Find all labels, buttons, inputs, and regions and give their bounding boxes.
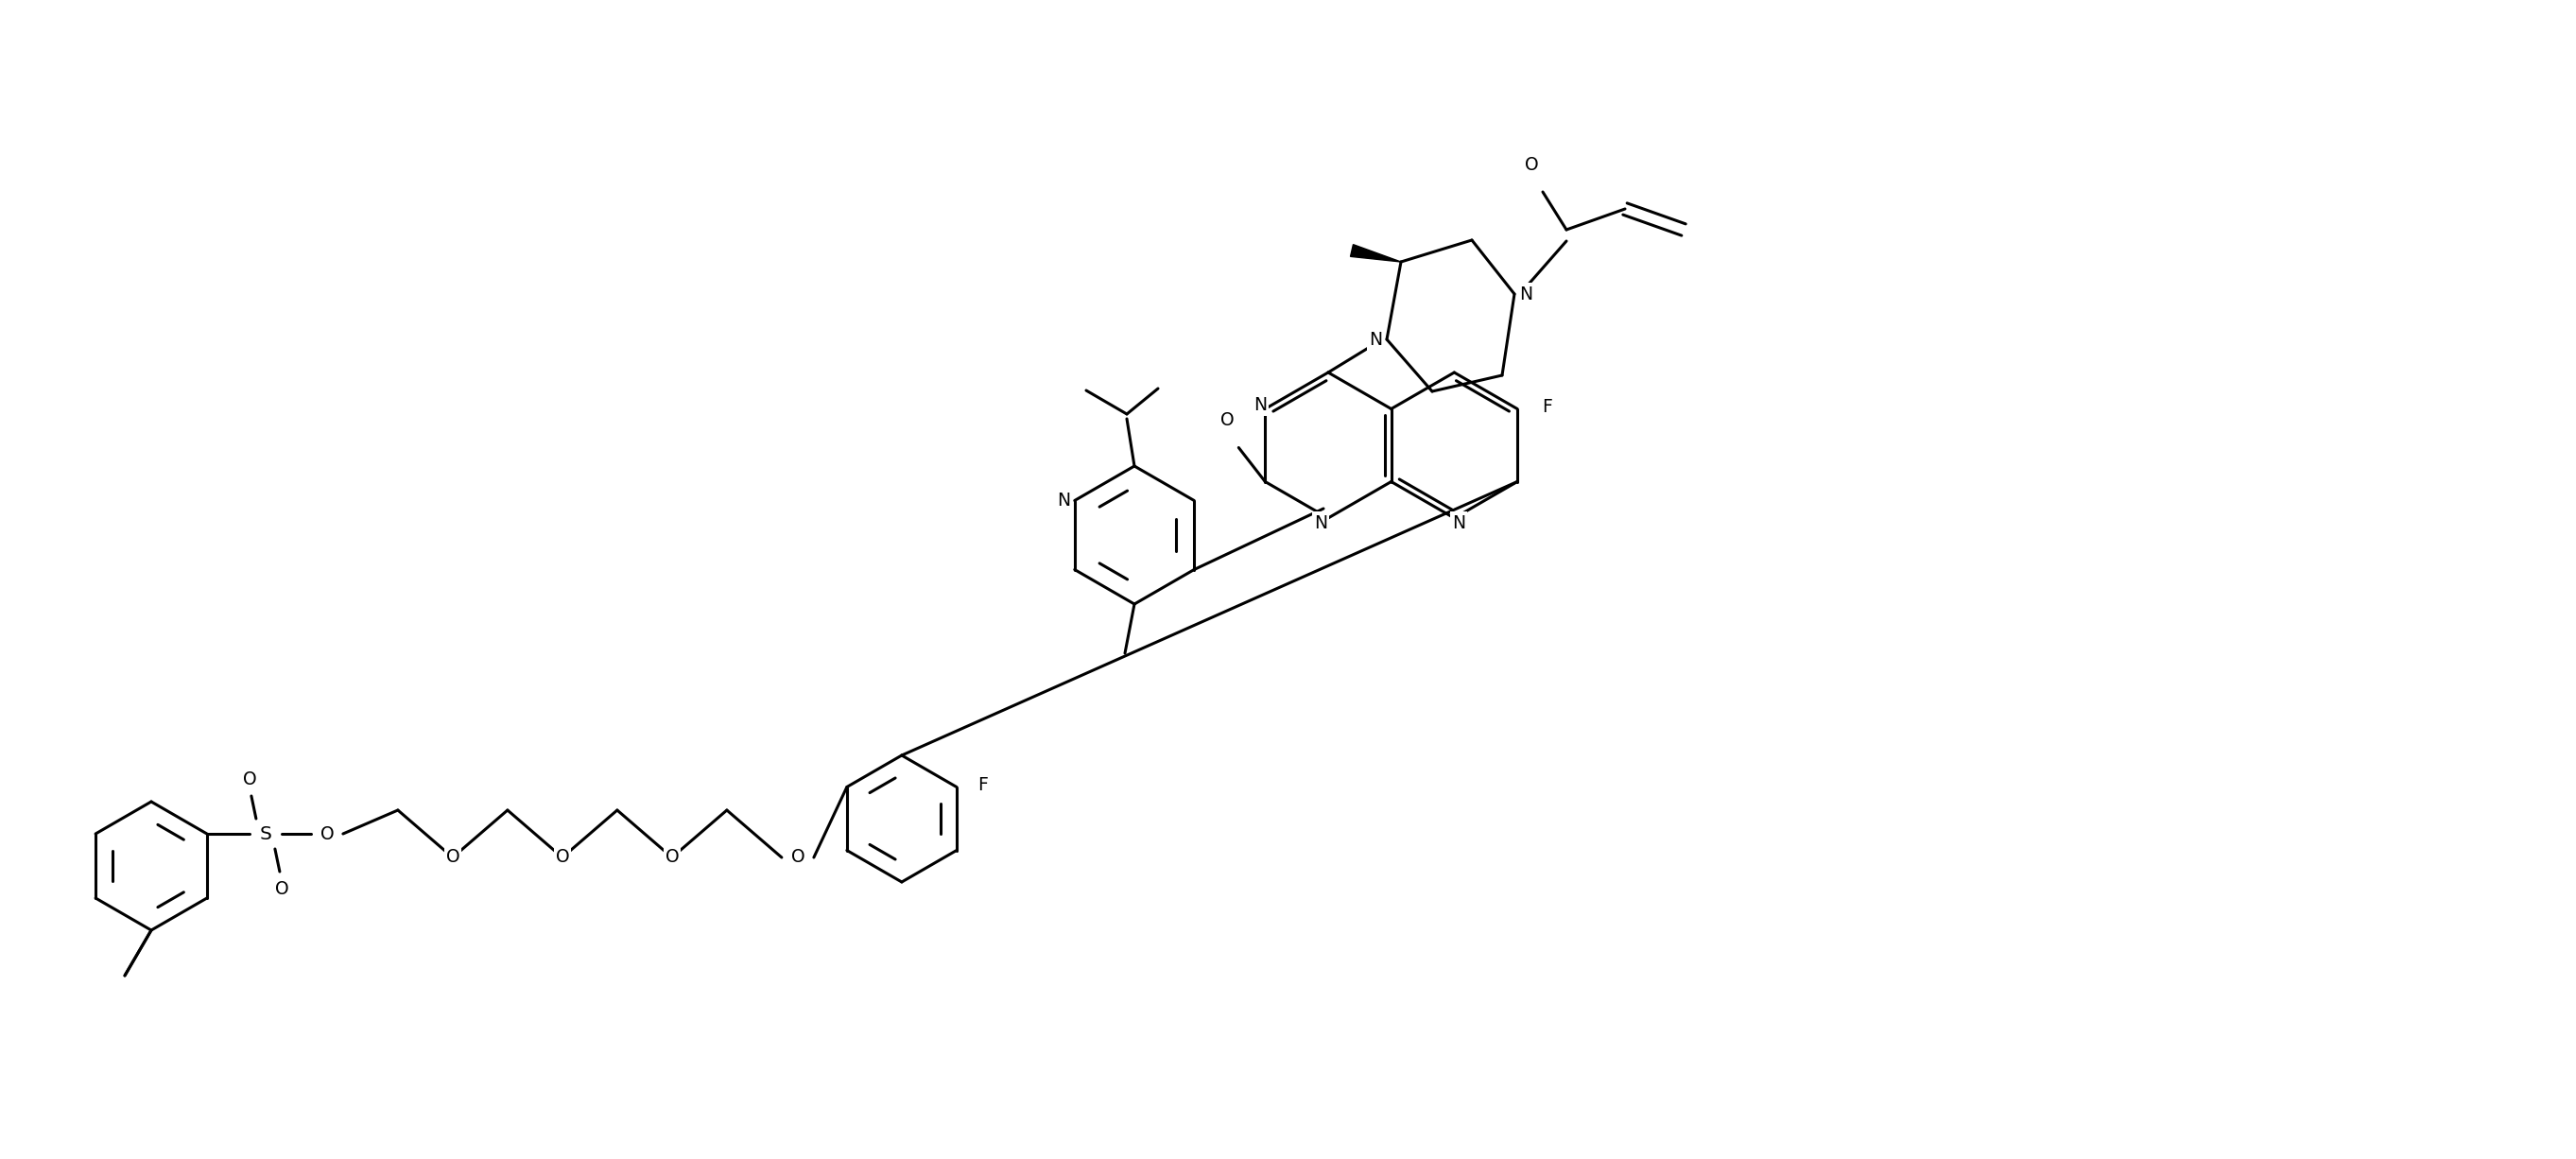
Text: F: F	[1543, 398, 1553, 416]
Text: O: O	[446, 848, 459, 867]
Text: O: O	[276, 880, 289, 897]
Text: N: N	[1368, 330, 1383, 349]
Text: O: O	[791, 848, 804, 867]
Text: N: N	[1453, 513, 1466, 532]
Text: S: S	[260, 825, 270, 843]
Text: O: O	[1525, 155, 1538, 174]
Text: N: N	[1314, 513, 1327, 532]
Polygon shape	[1350, 245, 1401, 262]
Text: N: N	[1255, 396, 1267, 414]
Text: N: N	[1520, 285, 1533, 302]
Text: O: O	[1221, 411, 1234, 429]
Text: N: N	[1056, 491, 1069, 510]
Text: O: O	[319, 825, 335, 843]
Text: O: O	[665, 848, 680, 867]
Text: O: O	[556, 848, 569, 867]
Text: F: F	[979, 777, 989, 794]
Text: O: O	[242, 770, 258, 788]
